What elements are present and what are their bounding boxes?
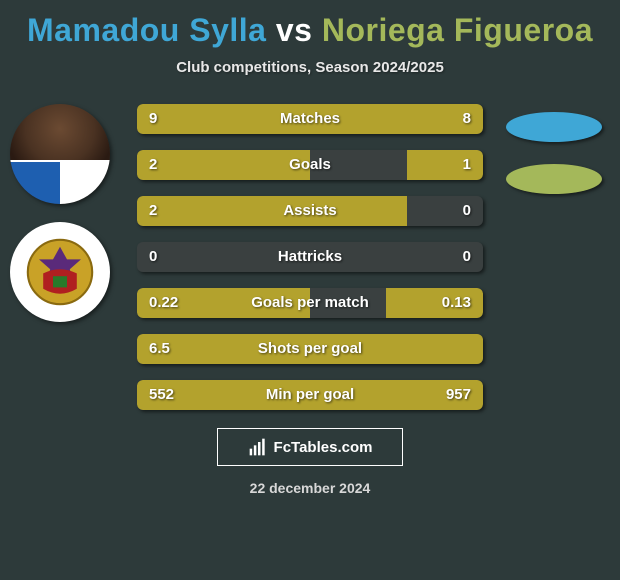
site-name: FcTables.com (274, 439, 373, 456)
metric-label: Goals (137, 150, 483, 180)
metric-row: 00Hattricks (137, 242, 483, 272)
metric-row: 552957Min per goal (137, 380, 483, 410)
player2-club-crest (10, 222, 110, 322)
comparison-main: 98Matches 21Goals 20Assists 00Hattricks 0.22… (0, 104, 620, 410)
color-key-ovals (506, 112, 602, 216)
player1-avatar (10, 104, 110, 204)
player1-color-oval (506, 112, 602, 142)
metric-label: Assists (137, 196, 483, 226)
metric-label: Matches (137, 104, 483, 134)
player2-name: Noriega Figueroa (322, 12, 593, 48)
player2-color-oval (506, 164, 602, 194)
metric-row: 98Matches (137, 104, 483, 134)
chart-bars-icon (248, 437, 268, 457)
metric-label: Goals per match (137, 288, 483, 318)
player1-name: Mamadou Sylla (27, 12, 266, 48)
metric-row: 0.220.13Goals per match (137, 288, 483, 318)
metric-label: Hattricks (137, 242, 483, 272)
metric-row: 6.5Shots per goal (137, 334, 483, 364)
metric-bars: 98Matches 21Goals 20Assists 00Hattricks 0.22… (137, 104, 483, 410)
crest-icon (25, 237, 95, 307)
comparison-title: Mamadou Sylla vs Noriega Figueroa (0, 0, 620, 49)
avatars-column (10, 104, 120, 340)
metric-row: 20Assists (137, 196, 483, 226)
metric-row: 21Goals (137, 150, 483, 180)
footer-date: 22 december 2024 (0, 480, 620, 496)
vs-label: vs (276, 12, 313, 48)
metric-label: Shots per goal (137, 334, 483, 364)
subtitle: Club competitions, Season 2024/2025 (0, 59, 620, 76)
metric-label: Min per goal (137, 380, 483, 410)
site-logo: FcTables.com (217, 428, 403, 466)
